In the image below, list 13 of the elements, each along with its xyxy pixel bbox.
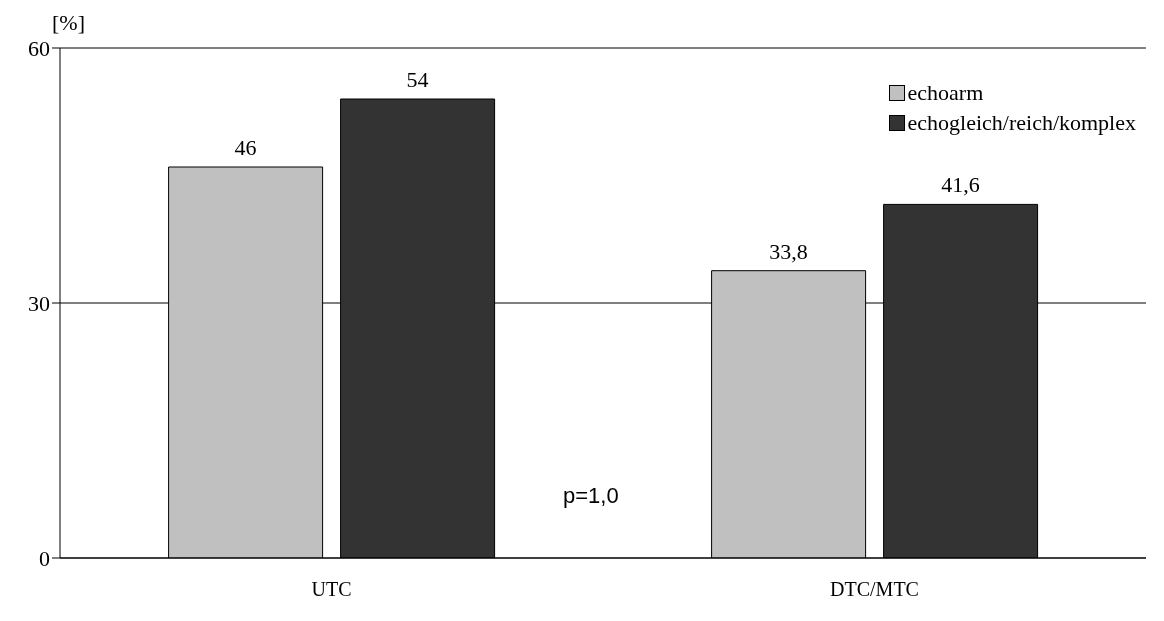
y-tick-label: 0 — [39, 545, 50, 571]
x-tick-label: DTC/MTC — [830, 578, 919, 601]
y-tick-label: 30 — [28, 290, 50, 316]
data-label: 54 — [406, 67, 429, 92]
data-label: 41,6 — [941, 172, 980, 198]
legend-label: echoarm — [907, 79, 984, 107]
x-tick-label: UTC — [311, 578, 352, 601]
y-axis-title: [%] — [52, 10, 85, 36]
annotation: p=1,0 — [563, 483, 619, 509]
y-tick-label: 60 — [28, 35, 50, 61]
data-label: 46 — [234, 135, 257, 160]
legend-label: echogleich/reich/komplex — [907, 109, 1136, 137]
data-label: 33,8 — [769, 238, 808, 264]
